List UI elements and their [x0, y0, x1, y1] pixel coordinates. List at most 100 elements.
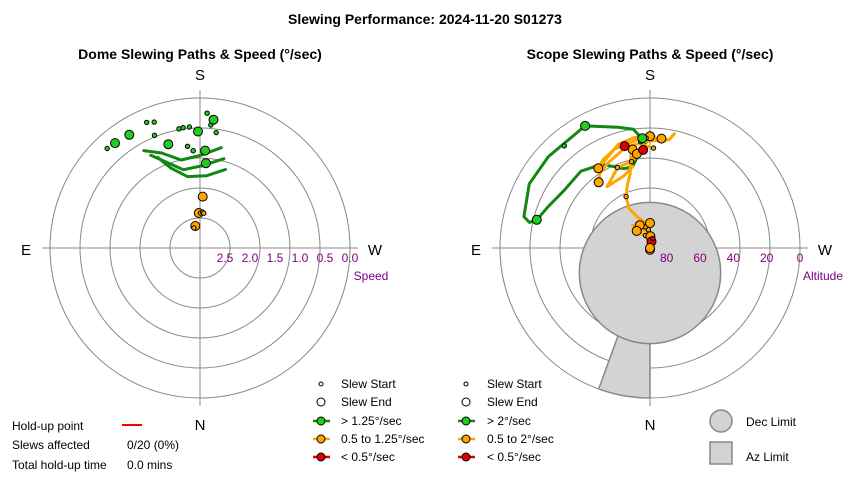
- dome-slew-point-21: [204, 110, 210, 116]
- dec-limit-label: Dec Limit: [746, 415, 797, 429]
- scope-legend-fast-label: > 2°/sec: [487, 414, 531, 428]
- dome-slew-point-10: [190, 148, 196, 154]
- scope-slew-point-24: [637, 133, 648, 144]
- dome-slew-point-13: [193, 126, 203, 137]
- scope-slew-point-25: [531, 214, 542, 225]
- dome-chart-title: Dome Slewing Paths & Speed (°/sec): [78, 46, 322, 62]
- scope-north-label: N: [645, 417, 656, 434]
- dome-tick-label: 2.5: [217, 251, 234, 265]
- scope-slew-point-9: [656, 133, 667, 144]
- scope-legend-start-marker: [463, 381, 469, 387]
- dome-legend-medium-label: 0.5 to 1.25°/sec: [341, 432, 425, 446]
- scope-tick-label: 40: [727, 251, 741, 265]
- dome-tick-label: 1.0: [292, 251, 309, 265]
- dome-speed-ticks: 2.5 2.0 1.5 1.0 0.5 0.0: [217, 251, 359, 265]
- scope-tick-label: 60: [693, 251, 707, 265]
- scope-chart-title: Scope Slewing Paths & Speed (°/sec): [527, 46, 774, 62]
- dome-tick-label: 0.0: [342, 251, 359, 265]
- dome-tick-label: 0.5: [317, 251, 334, 265]
- total-holdup-value: 0.0 mins: [127, 458, 172, 472]
- scope-slew-point-29: [645, 243, 655, 253]
- scope-slew-point-10: [593, 163, 604, 174]
- dome-slew-point-24: [124, 129, 135, 140]
- dome-slew-point-16: [180, 125, 186, 131]
- scope-slew-point-26: [580, 120, 591, 131]
- scope-tick-label: 20: [760, 251, 774, 265]
- dec-limit-swatch: [709, 409, 733, 433]
- dome-legend-start-marker: [318, 381, 324, 387]
- dome-tick-label: 2.0: [242, 251, 259, 265]
- dome-legend-end-marker: [316, 397, 326, 407]
- scope-legend-fast-marker: [461, 416, 471, 426]
- az-limit-label: Az Limit: [746, 450, 789, 464]
- scope-legend-slow-label: < 0.5°/sec: [487, 450, 541, 464]
- az-limit-swatch: [709, 441, 733, 465]
- dome-slew-point-7: [191, 225, 197, 231]
- scope-south-label: S: [645, 67, 655, 84]
- dome-west-label: W: [368, 242, 383, 259]
- holdup-summary: Hold-up point Slews affected 0/20 (0%) T…: [12, 419, 179, 472]
- scope-legend-slow-marker: [461, 452, 471, 462]
- scope-legend-medium-marker: [461, 434, 471, 444]
- dome-slew-point-19: [213, 129, 219, 136]
- scope-slew-point-5: [628, 158, 635, 165]
- scope-tick-label: 0: [797, 251, 804, 265]
- scope-slew-point-13: [623, 193, 629, 200]
- dome-slew-point-8: [200, 158, 211, 169]
- dome-slew-point-25: [110, 138, 120, 149]
- dome-slew-point-14: [151, 132, 158, 139]
- dome-range-rings: [42, 90, 358, 406]
- scope-legend-medium-label: 0.5 to 2°/sec: [487, 432, 554, 446]
- dome-slew-point-3: [201, 210, 207, 216]
- scope-tick-label: 80: [660, 251, 674, 265]
- slews-affected-label: Slews affected: [12, 438, 90, 452]
- dome-north-label: N: [195, 417, 206, 434]
- holdup-point-label: Hold-up point: [12, 419, 84, 433]
- scope-west-label: W: [818, 242, 833, 259]
- scope-legend-end-marker: [461, 397, 471, 407]
- dome-legend-fast-label: > 1.25°/sec: [341, 414, 402, 428]
- scope-slew-point-7: [619, 141, 630, 152]
- dome-polar-chart: Dome Slewing Paths & Speed (°/sec) S N E…: [21, 46, 388, 434]
- dome-slew-point-26: [104, 145, 110, 152]
- dome-radial-axis-label: Speed: [354, 269, 389, 283]
- scope-limit-zones: [578, 201, 722, 399]
- dome-slew-point-23: [144, 119, 150, 126]
- dome-legend: Slew Start Slew End > 1.25°/sec 0.5 to 1…: [313, 377, 425, 464]
- scope-slew-point-18: [631, 225, 642, 236]
- dome-slew-point-12: [163, 139, 174, 150]
- dome-slew-point-20: [208, 114, 219, 125]
- dome-slew-point-22: [151, 119, 157, 125]
- scope-slew-point-11: [593, 177, 604, 188]
- dome-slew-point-11: [184, 143, 191, 150]
- dome-legend-end-label: Slew End: [341, 395, 392, 409]
- scope-slew-point-27: [561, 143, 567, 149]
- dome-slew-point-5: [197, 191, 208, 202]
- scope-east-label: E: [471, 242, 481, 259]
- dome-tick-label: 1.5: [267, 251, 284, 265]
- dome-east-label: E: [21, 242, 31, 259]
- scope-altitude-ticks: 80 60 40 20 0: [660, 251, 804, 265]
- scope-slew-point-23: [645, 218, 655, 228]
- dome-slew-path-0: [156, 155, 227, 179]
- scope-legend: Slew Start Slew End > 2°/sec 0.5 to 2°/s…: [458, 377, 554, 464]
- scope-legend-start-label: Slew Start: [487, 377, 542, 391]
- dome-slew-point-9: [200, 145, 211, 156]
- scope-slew-point-6: [638, 144, 649, 155]
- scope-legend-end-label: Slew End: [487, 395, 538, 409]
- scope-polar-chart: Scope Slewing Paths & Speed (°/sec) S N …: [471, 46, 843, 434]
- dome-legend-slow-label: < 0.5°/sec: [341, 450, 395, 464]
- dome-slew-point-17: [186, 124, 193, 130]
- scope-slew-point-22: [650, 235, 656, 242]
- scope-radial-axis-label: Altitude: [803, 269, 843, 283]
- dome-legend-slow-marker: [316, 452, 326, 462]
- dome-south-label: S: [195, 67, 205, 84]
- slews-affected-value: 0/20 (0%): [127, 438, 179, 452]
- scope-slew-point-12: [614, 164, 621, 171]
- dome-legend-medium-marker: [316, 434, 326, 444]
- scope-slew-point-8: [650, 145, 657, 151]
- limit-legend: Dec Limit Az Limit: [709, 409, 797, 465]
- total-holdup-label: Total hold-up time: [12, 458, 107, 472]
- scope-slew-points: [531, 120, 667, 255]
